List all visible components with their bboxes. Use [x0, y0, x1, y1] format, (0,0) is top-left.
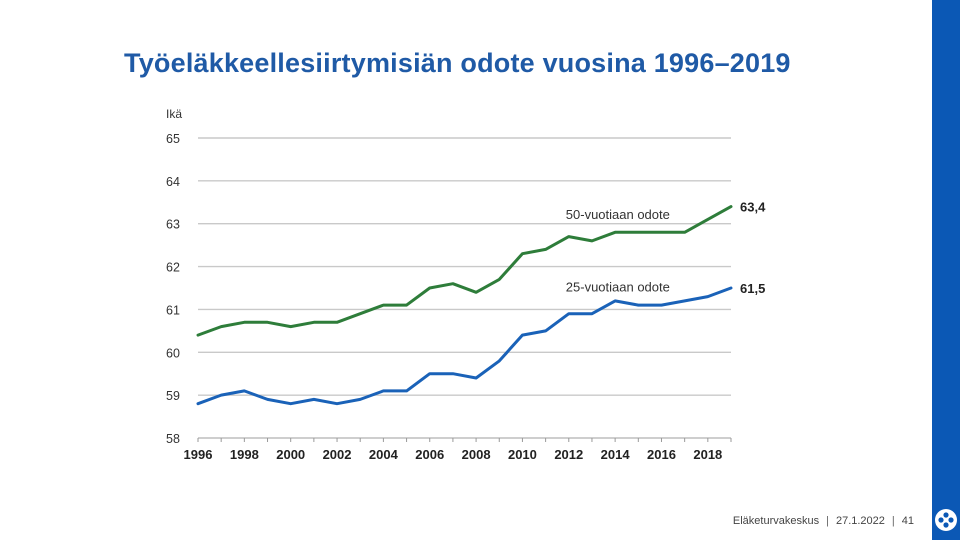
- footer-page-number: 41: [901, 515, 914, 527]
- x-tick-label: 1998: [230, 447, 259, 462]
- x-tick-label: 2016: [647, 447, 676, 462]
- y-tick-label: 62: [166, 261, 180, 275]
- footer: Eläketurvakeskus | 27.1.2022 | 41: [733, 515, 914, 527]
- line-chart: 58 59 60 61 62 63 64 65 1996 1998 2000 2002 2004 200…: [166, 107, 766, 462]
- y-axis-label: Ikä: [166, 107, 182, 121]
- slide-title: Työeläkkeellesiirtymisiän odote vuosina …: [124, 48, 791, 78]
- series-end-value-label: 63,4: [740, 200, 766, 215]
- y-tick-label: 63: [166, 218, 180, 232]
- series-line-25-year-olds: [196, 286, 733, 406]
- x-tick-label: 2012: [554, 447, 583, 462]
- x-tick-label: 1996: [184, 447, 213, 462]
- y-tick-label: 61: [166, 303, 180, 317]
- x-tick-label: 2000: [276, 447, 305, 462]
- x-tick-label: 2006: [415, 447, 444, 462]
- x-tick-label: 2018: [693, 447, 722, 462]
- x-axis: 1996 1998 2000 2002 2004 2006 2008 2010 2012 2014…: [184, 437, 732, 462]
- y-tick-label: 64: [166, 175, 180, 189]
- footer-organization: Eläketurvakeskus: [732, 515, 820, 527]
- y-tick-label: 60: [166, 346, 180, 360]
- x-tick-label: 2004: [369, 447, 399, 462]
- series-name-label: 25-vuotiaan odote: [566, 280, 670, 295]
- series-end-value-label: 61,5: [740, 281, 765, 296]
- brand-sidebar: [932, 0, 960, 540]
- organization-logo-icon: [935, 509, 957, 531]
- y-tick-label: 58: [166, 432, 180, 446]
- footer-separator: |: [891, 515, 895, 527]
- series-lines: [196, 205, 733, 406]
- y-tick-label: 65: [166, 132, 180, 146]
- x-tick-label: 2014: [601, 447, 631, 462]
- x-tick-label: 2002: [323, 447, 352, 462]
- series-name-label: 50-vuotiaan odote: [566, 207, 670, 222]
- series-labels: 50-vuotiaan odote 63,4 25-vuotiaan odote 61…: [566, 200, 766, 296]
- y-tick-label: 59: [166, 389, 180, 403]
- grid-lines: [198, 137, 731, 396]
- footer-separator: |: [826, 515, 829, 527]
- x-tick-label: 2008: [462, 447, 491, 462]
- x-tick-label: 2010: [508, 447, 537, 462]
- footer-date: 27.1.2022: [835, 515, 885, 527]
- y-axis-ticks: 58 59 60 61 62 63 64 65: [166, 132, 180, 446]
- series-line-50-year-olds: [196, 205, 733, 337]
